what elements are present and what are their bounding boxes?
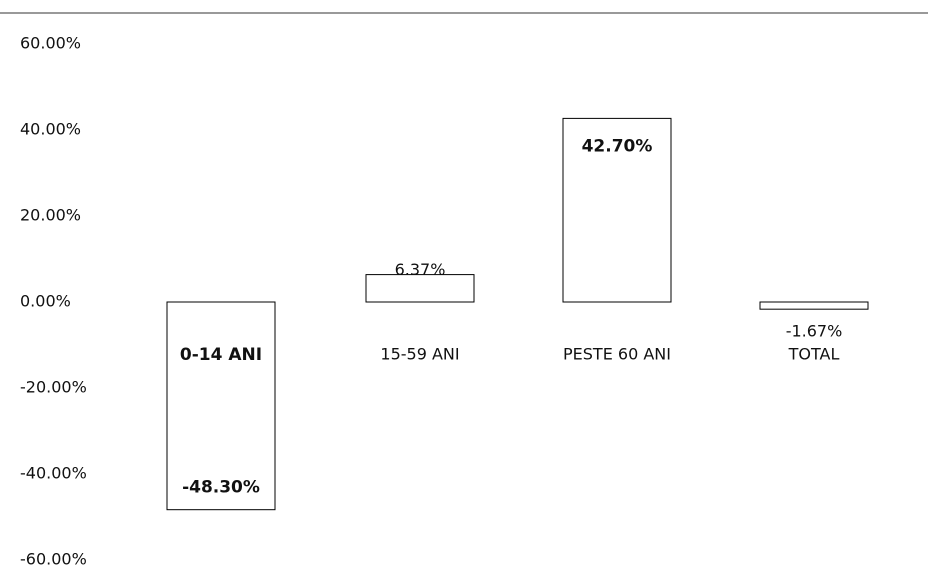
bar [365,274,475,303]
value-label: 6.37% [395,260,446,279]
bar [166,301,276,511]
y-tick-label: -60.00% [20,550,87,569]
x-tick-label: 0-14 ANI [180,345,262,365]
x-tick-label: PESTE 60 ANI [563,345,671,364]
y-tick-label: 40.00% [20,120,81,139]
y-tick-label: 0.00% [20,292,71,311]
value-label: -48.30% [182,478,260,498]
value-label: 42.70% [582,136,653,156]
x-tick-label: TOTAL [788,345,840,364]
y-tick-label: 60.00% [20,34,81,53]
x-tick-label: 15-59 ANI [380,345,459,364]
y-tick-label: -20.00% [20,378,87,397]
bar [759,301,869,310]
bar [562,117,672,303]
y-tick-label: 20.00% [20,206,81,225]
value-label: -1.67% [786,322,843,341]
y-tick-label: -40.00% [20,464,87,483]
